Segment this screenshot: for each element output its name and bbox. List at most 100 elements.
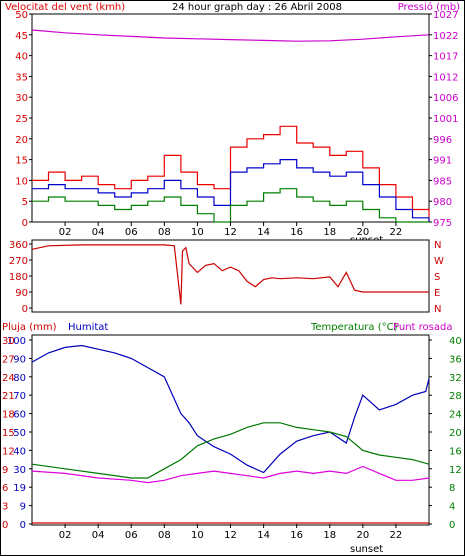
hour-tick-label: 22 [390, 227, 403, 238]
humidity-tick-label: 100 [7, 336, 26, 347]
rain-tick-label: 6 [2, 483, 8, 494]
direction-tick-label: 0 [22, 304, 28, 315]
hour-tick-label: 18 [323, 227, 336, 238]
direction-tick-label: 180 [9, 272, 28, 283]
hour-tick-label: 20 [356, 227, 369, 238]
hour-tick-label: 06 [125, 530, 138, 541]
wind-tick-label: 20 [15, 135, 28, 146]
dewpoint-axis-title: Punt rosada [393, 322, 452, 333]
hour-tick-label: 06 [125, 227, 138, 238]
series-line-direction [31, 244, 429, 305]
rain-axis-title: Pluja (mm) [2, 322, 57, 333]
pressure-tick-label: 1022 [433, 31, 458, 42]
wind-tick-label: 10 [15, 176, 28, 187]
series-line-temperature [31, 422, 430, 479]
pressure-tick-label: 1001 [433, 114, 458, 125]
temperature-axis-title: Temperatura (°C) [310, 322, 398, 333]
humidity-tick-label: 30 [13, 465, 26, 476]
hour-tick-label: 22 [390, 530, 403, 541]
pressure-tick-label: 980 [433, 197, 452, 208]
pressure-tick-label: 975 [433, 218, 452, 229]
temperature-tick-label: 20 [449, 428, 462, 439]
wind-axis-title: Velocitat del vent (kmh) [5, 2, 125, 13]
temperature-tick-label: 8 [449, 483, 455, 494]
wind-tick-label: 0 [22, 218, 28, 229]
series-line-minimum [32, 188, 429, 223]
pressure-tick-label: 985 [433, 176, 452, 187]
direction-tick-label: 360 [9, 240, 28, 251]
wind-tick-label: 5 [22, 197, 28, 208]
hour-tick-label: 14 [257, 530, 270, 541]
rain-tick-label: 27 [2, 354, 15, 365]
compass-tick-label: E [434, 288, 440, 299]
compass-tick-label: S [434, 272, 440, 283]
humidity-tick-label: 40 [13, 446, 26, 457]
chart-title: 24 hour graph day : 26 Abril 2008 [172, 2, 342, 13]
temperature-tick-label: 40 [449, 336, 462, 347]
humidity-axis-title: Humitat [68, 322, 108, 333]
sunset-label-bottom: sunset [350, 544, 383, 555]
wind-tick-label: 40 [15, 52, 28, 63]
hour-tick-label: 20 [356, 530, 369, 541]
series-line-pressure [31, 29, 430, 42]
rain-tick-label: 24 [2, 373, 15, 384]
series-line-gust [32, 125, 430, 222]
pressure-tick-label: 996 [433, 135, 452, 146]
humidity-tick-label: 19 [13, 483, 26, 494]
wind-direction-panel [31, 239, 430, 313]
hour-tick-label: 18 [323, 530, 336, 541]
humidity-tick-label: 80 [13, 373, 26, 384]
wind-tick-label: 30 [15, 93, 28, 104]
wind-tick-label: 35 [15, 72, 28, 83]
humidity-tick-label: 90 [13, 354, 26, 365]
hour-tick-label: 12 [224, 227, 237, 238]
hour-tick-label: 10 [191, 530, 204, 541]
rain-tick-label: 9 [2, 465, 8, 476]
pressure-tick-label: 1012 [433, 72, 458, 83]
rain-tick-label: 3 [2, 502, 8, 513]
humidity-tick-label: 70 [13, 391, 26, 402]
hour-tick-label: 04 [92, 227, 105, 238]
temperature-tick-label: 0 [449, 520, 455, 531]
direction-tick-label: 270 [9, 256, 28, 267]
wind-tick-label: 50 [15, 10, 28, 21]
hour-tick-label: 08 [158, 227, 171, 238]
humidity-temperature-panel [31, 334, 430, 526]
compass-tick-label: N [434, 304, 441, 315]
compass-tick-label: N [434, 240, 441, 251]
hour-tick-label: 14 [257, 227, 270, 238]
direction-tick-label: 90 [15, 288, 28, 299]
hour-tick-label: 16 [290, 530, 303, 541]
humidity-tick-label: 60 [13, 410, 26, 421]
rain-tick-label: 12 [2, 446, 15, 457]
temperature-tick-label: 12 [449, 465, 462, 476]
hour-tick-label: 10 [191, 227, 204, 238]
wind-tick-label: 45 [15, 31, 28, 42]
wind-tick-label: 25 [15, 114, 28, 125]
temperature-tick-label: 16 [449, 446, 462, 457]
series-line-humidity [31, 344, 430, 474]
temperature-tick-label: 36 [449, 354, 462, 365]
rain-tick-label: 21 [2, 391, 15, 402]
series-line-average [32, 159, 430, 222]
temperature-tick-label: 28 [449, 391, 462, 402]
hour-tick-label: 16 [290, 227, 303, 238]
pressure-tick-label: 1017 [433, 52, 458, 63]
temperature-tick-label: 32 [449, 373, 462, 384]
hour-tick-label: 02 [59, 530, 72, 541]
hour-tick-label: 02 [59, 227, 72, 238]
pressure-tick-label: 991 [433, 156, 452, 167]
pressure-axis-title: Pressió (mb) [398, 1, 460, 13]
temperature-tick-label: 24 [449, 410, 462, 421]
rain-tick-label: 15 [2, 428, 15, 439]
pressure-tick-label: 1006 [433, 93, 458, 104]
wind-tick-label: 15 [15, 156, 28, 167]
temperature-tick-label: 4 [449, 502, 455, 513]
rain-tick-label: 0 [2, 520, 8, 531]
humidity-tick-label: 9 [20, 502, 26, 513]
hour-tick-label: 12 [224, 530, 237, 541]
series-line-dewpoint [31, 465, 430, 484]
humidity-tick-label: 0 [20, 520, 26, 531]
